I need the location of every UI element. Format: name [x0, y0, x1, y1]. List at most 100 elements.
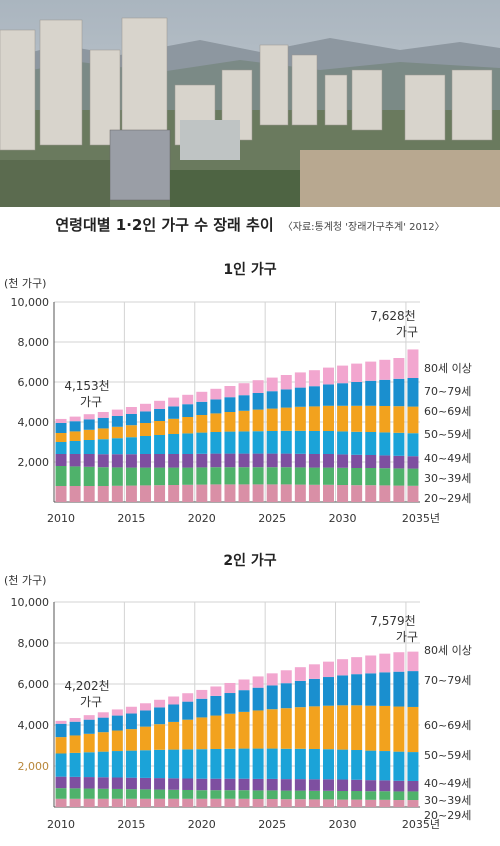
- bar-segment-30-39: [294, 467, 306, 485]
- bar-segment-80+: [294, 372, 306, 388]
- bar-segment-60-69: [365, 405, 377, 432]
- bar-segment-30-39: [168, 789, 180, 799]
- bar-segment-70-79: [308, 678, 320, 707]
- bar-segment-80+: [182, 693, 194, 702]
- annotation-start-value: 4,202천: [64, 678, 109, 693]
- x-tick-label: 2030: [329, 818, 357, 831]
- bar-segment-80+: [97, 412, 109, 418]
- bar-segment-40-49: [294, 779, 306, 791]
- bar-segment-60-69: [252, 409, 264, 432]
- bar-segment-30-39: [252, 467, 264, 485]
- bar-segment-80+: [83, 715, 95, 720]
- x-tick-label: 2025: [258, 818, 286, 831]
- bar-segment-50-59: [266, 748, 278, 779]
- series-label: 80세 이상: [424, 644, 472, 657]
- bar-segment-50-59: [379, 432, 391, 456]
- bar-segment-20-29: [323, 799, 334, 807]
- bar-segment-70-79: [280, 389, 292, 408]
- bar-segment-30-39: [140, 789, 151, 799]
- bar-segment-40-49: [125, 454, 137, 468]
- bar-segment-40-49: [210, 453, 222, 468]
- bar-segment-50-59: [294, 430, 306, 454]
- bar-segment-60-69: [111, 426, 123, 439]
- bar-segment-20-29: [55, 486, 67, 502]
- bar-segment-80+: [55, 418, 67, 423]
- bar-segment-50-59: [280, 748, 292, 780]
- bar-segment-80+: [308, 370, 320, 387]
- bar-segment-50-59: [308, 431, 320, 454]
- bar-segment-30-39: [266, 790, 278, 800]
- bar-segment-20-29: [97, 798, 109, 807]
- bar-segment-70-79: [323, 384, 334, 406]
- bar-segment-80+: [111, 709, 123, 716]
- bar-segment-50-59: [224, 748, 236, 779]
- bar-segment-50-59: [182, 433, 194, 454]
- x-tick-label: 2030: [329, 512, 357, 525]
- x-tick-label: 2015: [117, 512, 145, 525]
- bar-segment-70-79: [308, 386, 320, 407]
- bar-segment-70-79: [55, 423, 67, 433]
- bar-segment-40-49: [323, 454, 334, 468]
- x-tick-label: 2035년: [402, 512, 440, 525]
- bar-segment-70-79: [140, 710, 151, 727]
- bar-segment-20-29: [365, 799, 377, 807]
- bar-segment-40-49: [224, 453, 236, 468]
- bar-segment-80+: [252, 676, 264, 688]
- bar-segment-50-59: [407, 752, 419, 781]
- bar-segment-80+: [224, 386, 236, 398]
- bar-segment-20-29: [210, 798, 222, 807]
- bar-segment-50-59: [140, 436, 151, 454]
- bar-segment-70-79: [379, 379, 391, 406]
- bar-segment-30-39: [407, 791, 419, 801]
- bar-segment-80+: [140, 403, 151, 412]
- bar-segment-60-69: [55, 433, 67, 442]
- series-label: 40~49세: [424, 452, 471, 465]
- bar-segment-80+: [168, 696, 180, 705]
- bar-segment-30-39: [196, 467, 208, 485]
- series-label: 60~69세: [424, 719, 471, 732]
- bar-segment-60-69: [210, 715, 222, 749]
- bar-segment-70-79: [294, 680, 306, 708]
- bar-segment-40-49: [154, 454, 166, 468]
- bar-segment-50-59: [154, 435, 166, 454]
- y-tick-label: 6,000: [18, 678, 50, 691]
- bar-segment-30-39: [323, 790, 334, 800]
- annotation-end-unit: 가구: [396, 325, 418, 339]
- bar-segment-60-69: [294, 406, 306, 431]
- bar-segment-40-49: [224, 778, 236, 791]
- bar-segment-30-39: [111, 788, 123, 799]
- bar-segment-30-39: [294, 790, 306, 800]
- bar-segment-40-49: [238, 778, 250, 791]
- bar-segment-20-29: [125, 485, 137, 502]
- y-tick-label: 4,000: [18, 416, 50, 429]
- series-label: 50~59세: [424, 428, 471, 441]
- bar-segment-40-49: [252, 453, 264, 468]
- bar-segment-80+: [97, 712, 109, 718]
- bar-segment-50-59: [168, 749, 180, 779]
- bar-segment-80+: [154, 699, 166, 708]
- bar-segment-30-39: [55, 466, 67, 486]
- bar-segment-40-49: [182, 778, 194, 790]
- x-tick-label: 2025: [258, 512, 286, 525]
- bar-segment-30-39: [210, 467, 222, 485]
- annotation-start-unit: 가구: [80, 695, 102, 709]
- bar-segment-40-49: [210, 778, 222, 791]
- bar-segment-40-49: [196, 778, 208, 791]
- bar-segment-60-69: [83, 429, 95, 440]
- bar-segment-30-39: [337, 791, 349, 800]
- bar-segment-70-79: [210, 399, 222, 414]
- y-tick-label: 8,000: [18, 637, 50, 650]
- bar-segment-20-29: [224, 484, 236, 502]
- bar-segment-80+: [266, 673, 278, 686]
- bar-segment-60-69: [294, 707, 306, 749]
- bar-segment-60-69: [337, 705, 349, 750]
- bar-segment-20-29: [351, 799, 363, 807]
- bar-segment-20-29: [393, 800, 405, 807]
- series-label: 50~59세: [424, 749, 471, 762]
- annotation-end-value: 7,628천: [370, 308, 415, 323]
- bar-segment-60-69: [379, 705, 391, 752]
- bar-segment-80+: [83, 414, 95, 420]
- bar-segment-80+: [351, 657, 363, 675]
- bar-segment-50-59: [168, 434, 180, 454]
- bar-segment-30-39: [55, 788, 67, 799]
